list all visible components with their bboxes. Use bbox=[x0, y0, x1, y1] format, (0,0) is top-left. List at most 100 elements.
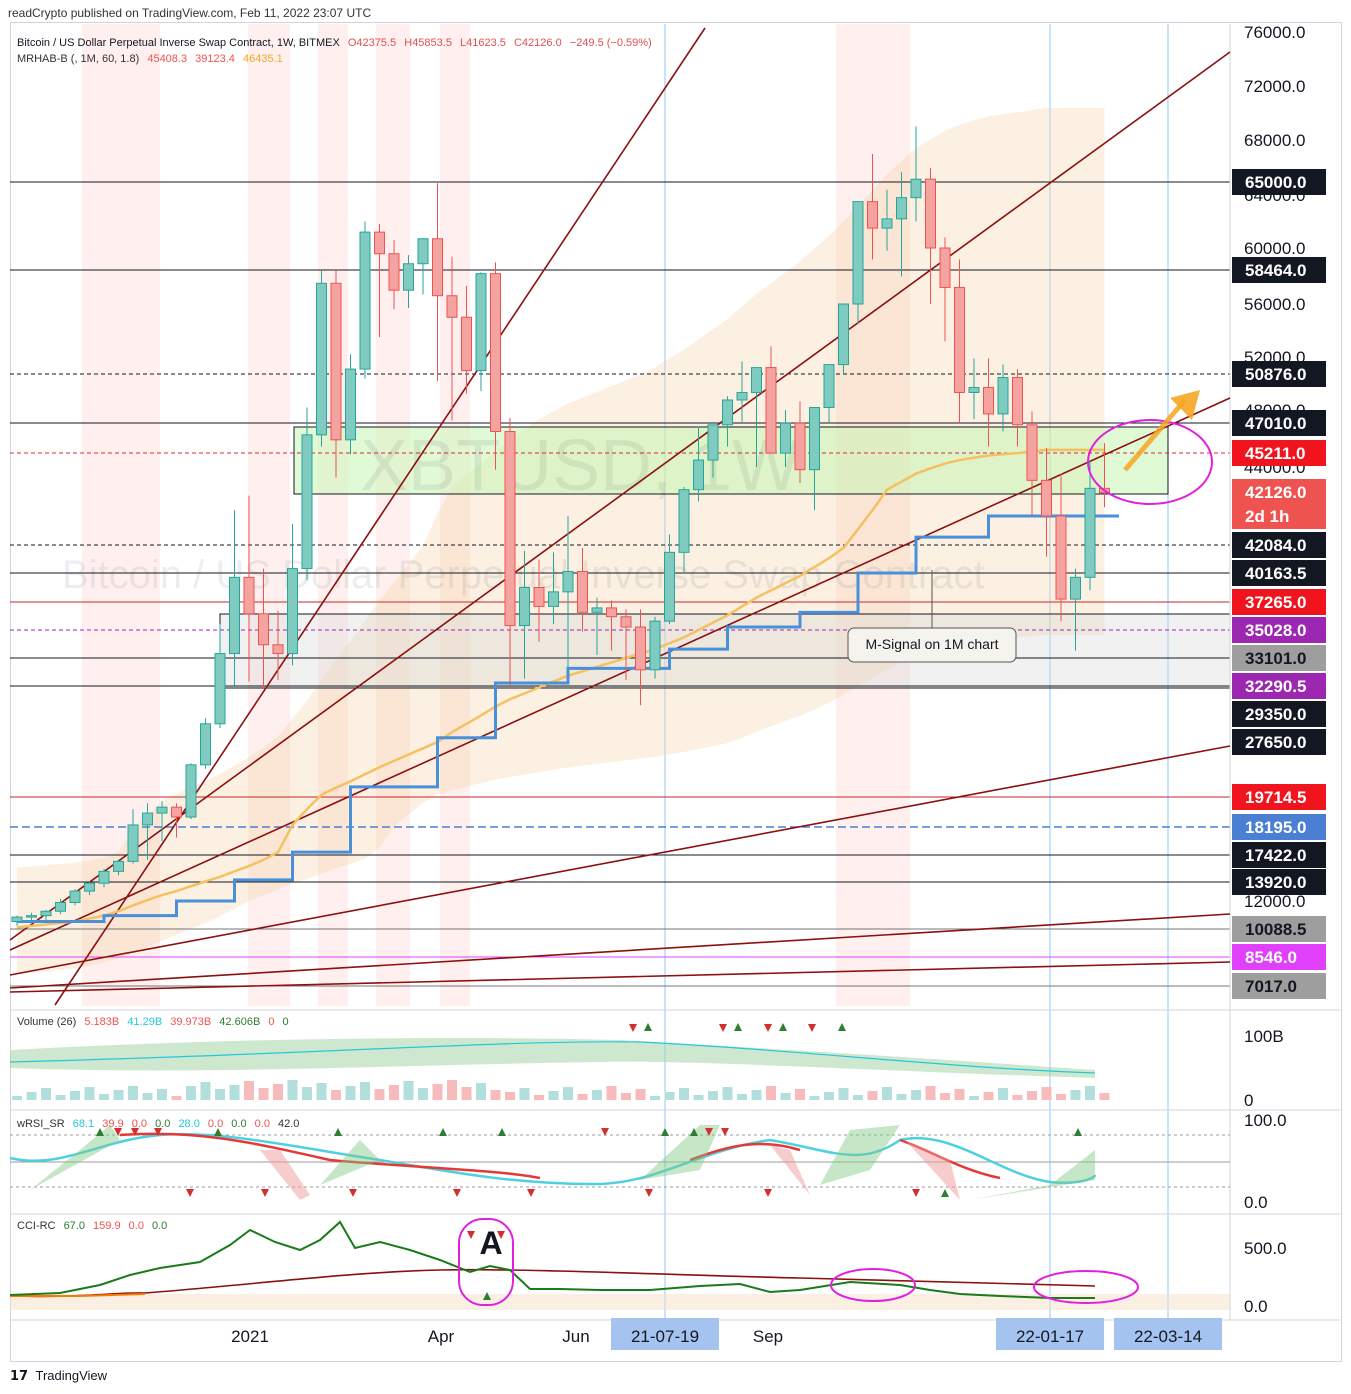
volume-bar-61 bbox=[896, 1094, 907, 1100]
trend-line-1 bbox=[9, 51, 1231, 941]
volume-bar-18 bbox=[273, 1084, 283, 1100]
target-arrow-shaft bbox=[1123, 398, 1187, 472]
wrsi-value-6: 0.0 bbox=[207, 1118, 224, 1130]
price-label-bg bbox=[1232, 479, 1326, 505]
candle-12 bbox=[185, 763, 197, 820]
candle-47 bbox=[693, 426, 704, 502]
time-label-0: 2021 bbox=[231, 1327, 269, 1346]
y-tick-1: 72000.0 bbox=[1244, 77, 1305, 96]
price-label-text: 40163.5 bbox=[1245, 564, 1306, 583]
candle-4 bbox=[69, 889, 81, 906]
wrsi-value-1: 68.1 bbox=[72, 1118, 95, 1130]
y-tick-2: 68000.0 bbox=[1244, 131, 1305, 150]
price-label-text: 37265.0 bbox=[1245, 593, 1306, 612]
volume-bar-71 bbox=[1041, 1087, 1052, 1100]
volume-bar-47 bbox=[693, 1095, 704, 1100]
price-label-21: 7017.0 bbox=[1232, 973, 1326, 999]
candle-body bbox=[591, 607, 603, 613]
cci-signal-down-2 bbox=[497, 1231, 505, 1239]
candle-62 bbox=[910, 126, 922, 222]
wrsi-value-8: 0.0 bbox=[254, 1118, 270, 1130]
candle-body bbox=[1041, 479, 1052, 517]
volume-bar-6 bbox=[99, 1094, 109, 1100]
ohlc-high: H45853.5 bbox=[404, 37, 452, 49]
highlight-ellipse bbox=[1087, 419, 1213, 505]
volume-bar-68 bbox=[998, 1088, 1008, 1100]
candle-body bbox=[69, 890, 81, 903]
wrsi-signal-bot-0 bbox=[186, 1189, 194, 1197]
volume-bar-50 bbox=[737, 1094, 747, 1100]
volume-bar-66 bbox=[969, 1096, 979, 1100]
candle-body bbox=[301, 434, 313, 570]
price-label-bg bbox=[1232, 973, 1326, 999]
volume-bar-1 bbox=[26, 1092, 37, 1100]
candle-39 bbox=[577, 547, 588, 632]
y-tick-9: 12000.0 bbox=[1244, 892, 1305, 911]
tradingview-brand[interactable]: TradingView bbox=[35, 1368, 108, 1383]
price-label-2: 50876.0 bbox=[1232, 361, 1326, 387]
price-label-8: 40163.5 bbox=[1232, 560, 1326, 586]
wrsi-signal-top-6 bbox=[439, 1128, 447, 1136]
volume-label[interactable]: Volume (26) bbox=[17, 1016, 77, 1028]
volume-value-6: 0 bbox=[282, 1016, 289, 1028]
wrsi-signal-bot-5 bbox=[645, 1189, 653, 1197]
price-label-text: 10088.5 bbox=[1245, 920, 1306, 939]
volume-bar-39 bbox=[577, 1094, 588, 1100]
price-label-11: 33101.0 bbox=[1232, 645, 1326, 671]
volume-bar-57 bbox=[838, 1088, 849, 1100]
y-tick-5: 56000.0 bbox=[1244, 295, 1305, 314]
candle-56 bbox=[823, 364, 835, 424]
volume-bar-21 bbox=[316, 1083, 327, 1100]
candle-23 bbox=[345, 354, 356, 455]
time-label-text: 22-03-14 bbox=[1134, 1327, 1202, 1346]
wrsi-signal-bot-8 bbox=[941, 1189, 949, 1197]
candle-body bbox=[664, 551, 675, 622]
tradingview-logo-icon[interactable]: 𝟭𝟳 bbox=[10, 1368, 29, 1383]
price-label-text: 47010.0 bbox=[1245, 414, 1306, 433]
wrsi-value-4: 0.0 bbox=[155, 1118, 171, 1130]
volume-bar-34 bbox=[505, 1092, 515, 1100]
indicator-name[interactable]: MRHAB-B (, 1M, 60, 1.8) bbox=[17, 53, 140, 65]
candle-body bbox=[1012, 376, 1023, 426]
volume-bar-69 bbox=[1012, 1095, 1023, 1100]
price-label-bg bbox=[1232, 440, 1326, 466]
candle-body bbox=[1084, 487, 1096, 578]
trend-line-4 bbox=[9, 913, 1231, 989]
candle-body bbox=[939, 247, 951, 288]
candle-body bbox=[330, 282, 342, 441]
symbol-title[interactable]: Bitcoin / US Dollar Perpetual Inverse Sw… bbox=[17, 37, 340, 49]
candle-body bbox=[11, 916, 23, 923]
candle-34 bbox=[504, 417, 516, 686]
price-label-bg bbox=[1232, 916, 1326, 942]
candle-body bbox=[98, 870, 110, 884]
price-label-13: 29350.0 bbox=[1232, 701, 1326, 727]
volume-signal-2 bbox=[719, 1024, 727, 1032]
cci-label[interactable]: CCI-RC bbox=[17, 1220, 56, 1232]
candle-body bbox=[40, 910, 52, 917]
price-label-text: 13920.0 bbox=[1245, 873, 1306, 892]
wrsi-signal-top-0 bbox=[96, 1128, 104, 1136]
candle-body bbox=[490, 273, 501, 433]
volume-bar-24 bbox=[360, 1082, 370, 1100]
volume-bar-43 bbox=[635, 1089, 646, 1100]
volume-bar-41 bbox=[606, 1086, 617, 1100]
candle-31 bbox=[461, 286, 472, 394]
wrsi-label[interactable]: wRSI_SR bbox=[17, 1118, 65, 1130]
time-label-text: Apr bbox=[428, 1327, 455, 1346]
price-label-bg bbox=[1232, 842, 1326, 868]
time-label-bg bbox=[996, 1318, 1104, 1350]
volume-bar-42 bbox=[621, 1093, 631, 1100]
wrsi-signal-bot-4 bbox=[527, 1189, 535, 1197]
candle-70 bbox=[1026, 411, 1038, 516]
candle-body bbox=[388, 253, 400, 291]
candle-58 bbox=[852, 201, 864, 324]
time-label-text: Sep bbox=[753, 1327, 783, 1346]
candle-body bbox=[229, 576, 240, 655]
candle-43 bbox=[635, 609, 646, 706]
candle-44 bbox=[649, 616, 661, 679]
price-label-4: 45211.0 bbox=[1232, 440, 1326, 466]
price-label-text: 8546.0 bbox=[1245, 948, 1297, 967]
candle-26 bbox=[388, 240, 400, 310]
cci-value-3: 0.0 bbox=[128, 1220, 144, 1232]
